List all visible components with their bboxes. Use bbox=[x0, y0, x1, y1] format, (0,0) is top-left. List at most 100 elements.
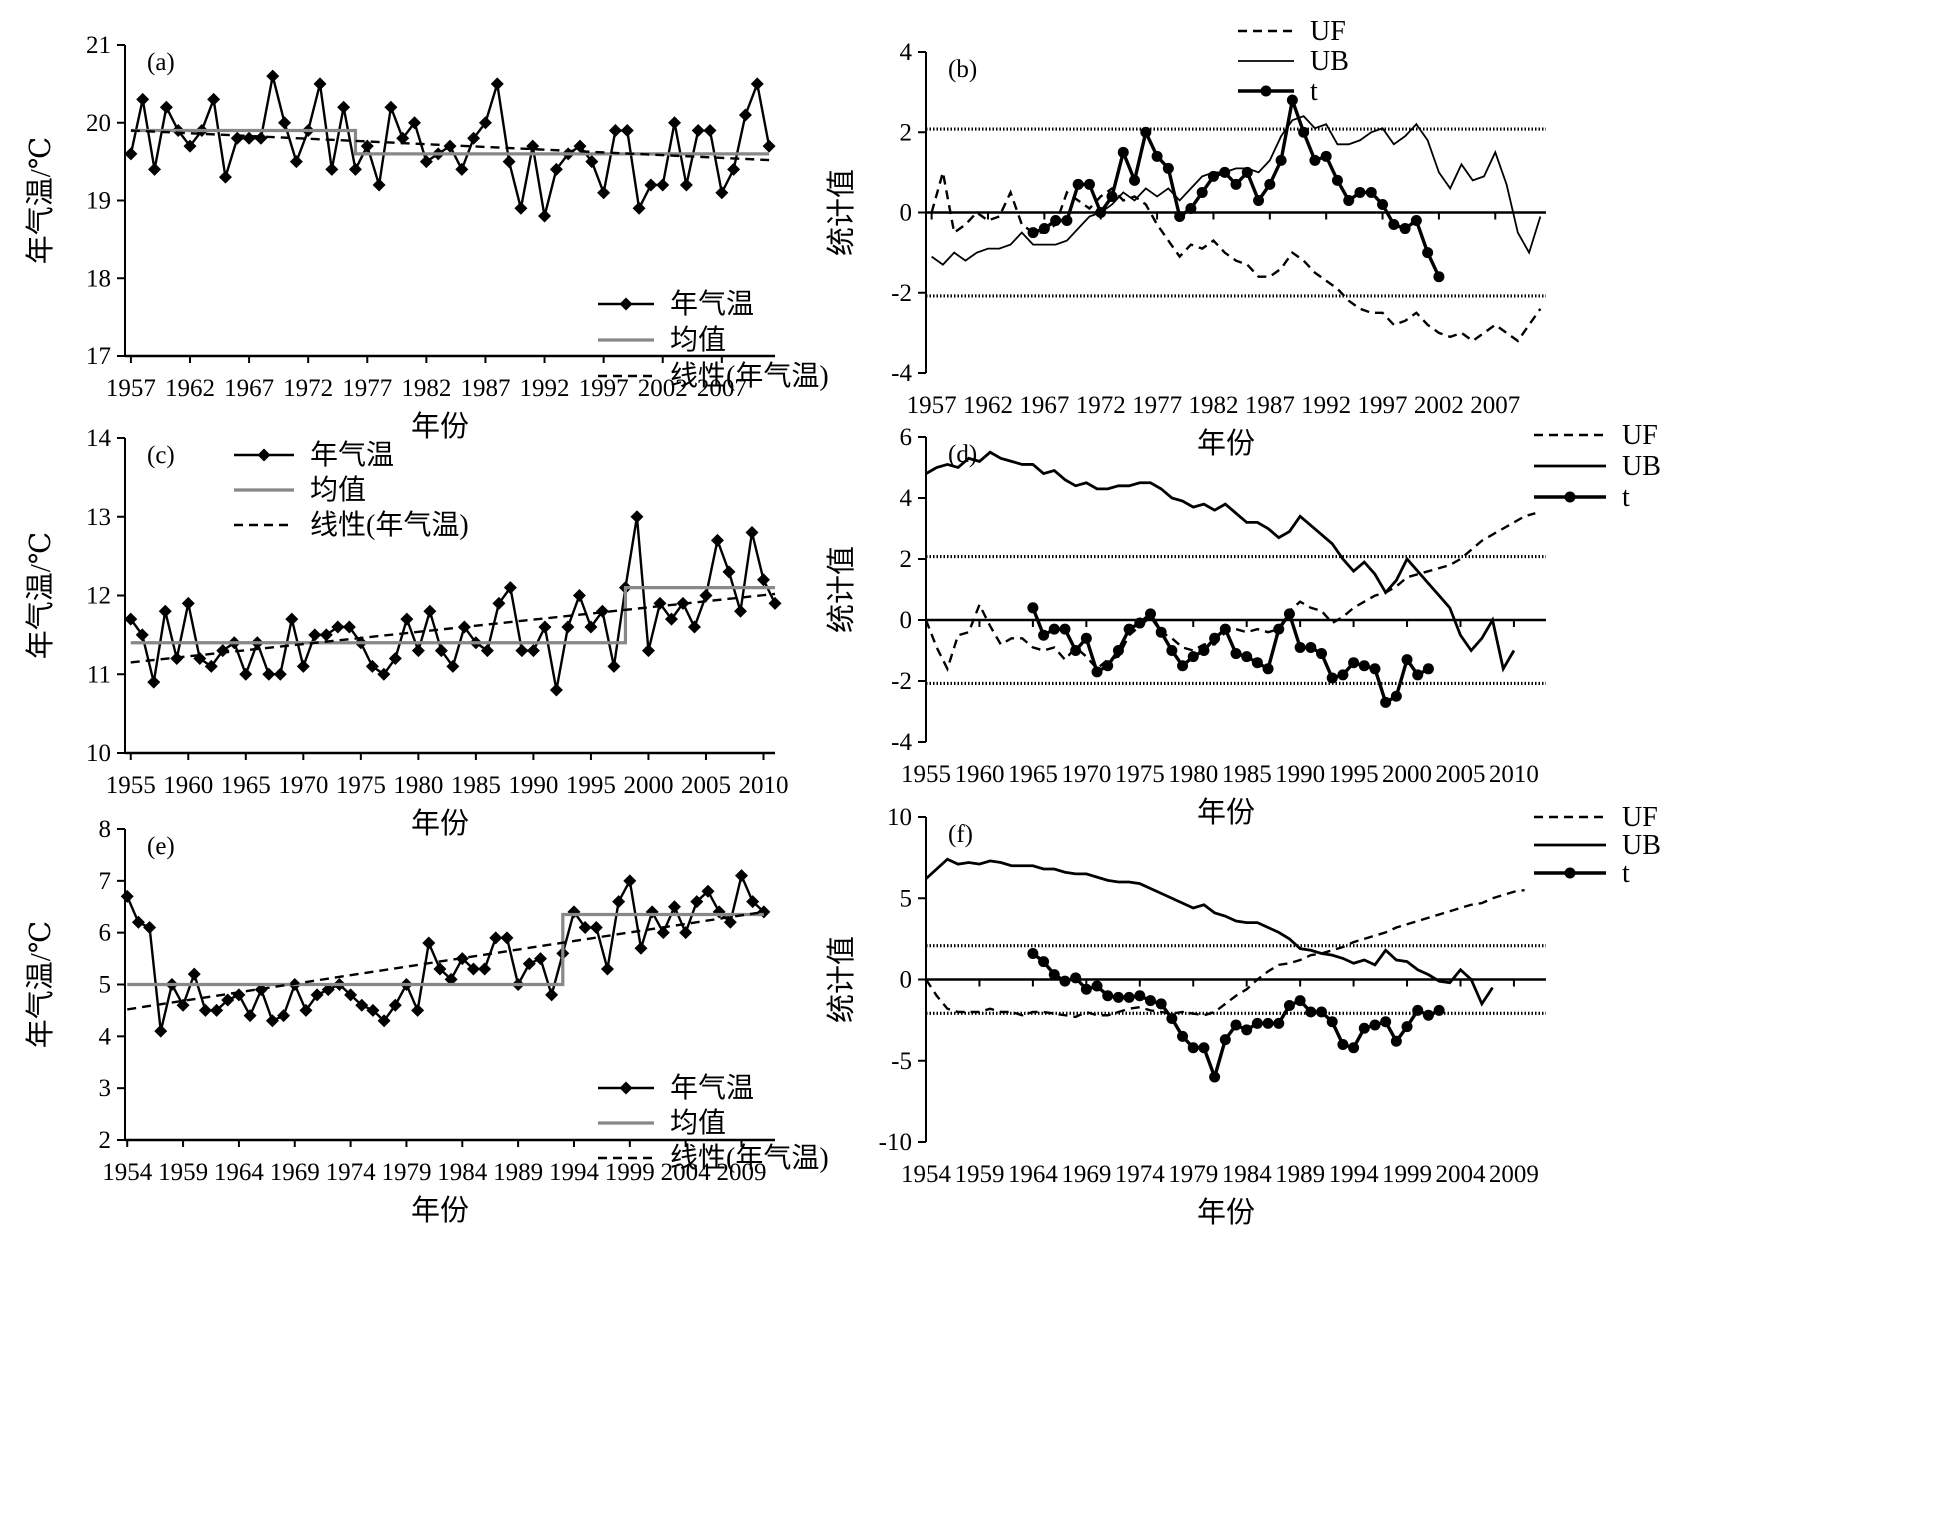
y-tick-label: 0 bbox=[900, 200, 913, 227]
series-2 bbox=[127, 910, 765, 1011]
data-point bbox=[538, 209, 552, 223]
x-tick-label: 1977 bbox=[1132, 392, 1182, 419]
x-tick-label: 1982 bbox=[1188, 392, 1238, 419]
data-point bbox=[411, 1003, 425, 1017]
data-point bbox=[1433, 271, 1445, 283]
data-point bbox=[1399, 223, 1411, 235]
data-point bbox=[1072, 178, 1084, 190]
data-point bbox=[221, 993, 235, 1007]
data-point bbox=[321, 983, 335, 997]
x-tick-label: 1995 bbox=[1329, 761, 1379, 788]
data-point bbox=[589, 920, 603, 934]
chart-panel-c: 10 11 12 13 14 1955 1960 1965 1970 1975 1980 1985 19… bbox=[24, 425, 788, 840]
x-tick-label: 1970 bbox=[1061, 761, 1111, 788]
data-point bbox=[1358, 1022, 1370, 1034]
data-point bbox=[365, 659, 379, 673]
data-point bbox=[1155, 626, 1167, 638]
x-tick-label: 1980 bbox=[393, 772, 443, 799]
legend-label: UF bbox=[1310, 16, 1346, 47]
y-tick-label: 10 bbox=[86, 740, 111, 767]
y-tick-label: 0 bbox=[900, 607, 913, 634]
data-point bbox=[1151, 150, 1163, 162]
data-point bbox=[500, 931, 514, 945]
data-point bbox=[277, 1009, 291, 1023]
data-point bbox=[408, 116, 422, 130]
data-point bbox=[1273, 1017, 1285, 1029]
data-point bbox=[1369, 663, 1381, 675]
legend-label: 均值 bbox=[310, 474, 366, 506]
data-point bbox=[490, 77, 504, 91]
x-tick-label: 1974 bbox=[326, 1159, 377, 1186]
panel-label: (a) bbox=[147, 49, 175, 76]
y-tick-label: 5 bbox=[99, 972, 112, 999]
data-point bbox=[734, 869, 748, 883]
data-point bbox=[1286, 94, 1298, 106]
legend-marker bbox=[619, 297, 633, 311]
data-point bbox=[632, 201, 646, 215]
x-tick-label: 1990 bbox=[1275, 761, 1325, 788]
legend-label: t bbox=[1310, 76, 1318, 107]
data-point bbox=[262, 667, 276, 681]
x-tick-label: 1990 bbox=[508, 772, 558, 799]
data-point bbox=[502, 155, 516, 169]
y-tick-label: -5 bbox=[891, 1048, 912, 1075]
data-point bbox=[1059, 975, 1071, 987]
data-point bbox=[644, 178, 658, 192]
data-point bbox=[1275, 154, 1287, 166]
data-point bbox=[1091, 980, 1103, 992]
data-point bbox=[1230, 1019, 1242, 1031]
data-point bbox=[1305, 641, 1317, 653]
data-point bbox=[608, 124, 622, 138]
data-point bbox=[422, 936, 436, 950]
data-point bbox=[750, 77, 764, 91]
data-point bbox=[1080, 632, 1092, 644]
series-0 bbox=[120, 869, 771, 1038]
data-point bbox=[1305, 1006, 1317, 1018]
data-point bbox=[1343, 194, 1355, 206]
y-tick-label: 10 bbox=[887, 804, 912, 831]
data-point bbox=[1401, 654, 1413, 666]
data-point bbox=[377, 1014, 391, 1028]
x-tick-label: 1984 bbox=[437, 1159, 488, 1186]
data-point bbox=[1102, 990, 1114, 1002]
data-point bbox=[158, 604, 172, 618]
data-point bbox=[411, 644, 425, 658]
x-axis-title: 年份 bbox=[1197, 1196, 1255, 1229]
legend-label: UF bbox=[1622, 420, 1658, 451]
y-tick-label: -2 bbox=[891, 280, 912, 307]
x-tick-label: 1967 bbox=[1019, 392, 1069, 419]
data-point bbox=[733, 604, 747, 618]
data-point bbox=[1316, 648, 1328, 660]
y-tick-label: 2 bbox=[900, 546, 913, 573]
legend-label: 年气温 bbox=[310, 439, 394, 471]
trend-line bbox=[130, 129, 770, 162]
data-point bbox=[1358, 660, 1370, 672]
data-point bbox=[434, 644, 448, 658]
x-tick-label: 1957 bbox=[907, 392, 957, 419]
data-point bbox=[545, 988, 559, 1002]
data-point bbox=[1264, 178, 1276, 190]
data-point bbox=[1162, 162, 1174, 174]
data-point bbox=[1117, 146, 1129, 158]
legend-label: t bbox=[1622, 858, 1630, 889]
trend-line bbox=[127, 910, 765, 1011]
data-point bbox=[480, 644, 494, 658]
data-point bbox=[522, 957, 536, 971]
data-point bbox=[634, 941, 648, 955]
panel-label: (c) bbox=[147, 442, 175, 469]
data-point bbox=[489, 931, 503, 945]
data-point bbox=[738, 108, 752, 122]
x-tick-label: 2002 bbox=[638, 375, 688, 402]
x-tick-label: 2010 bbox=[738, 772, 788, 799]
y-tick-label: 17 bbox=[86, 343, 111, 370]
x-tick-label: 1972 bbox=[283, 375, 333, 402]
data-point bbox=[1048, 969, 1060, 981]
x-tick-label: 1979 bbox=[1168, 1161, 1218, 1188]
data-point bbox=[467, 131, 481, 145]
y-tick-label: 13 bbox=[86, 504, 111, 531]
